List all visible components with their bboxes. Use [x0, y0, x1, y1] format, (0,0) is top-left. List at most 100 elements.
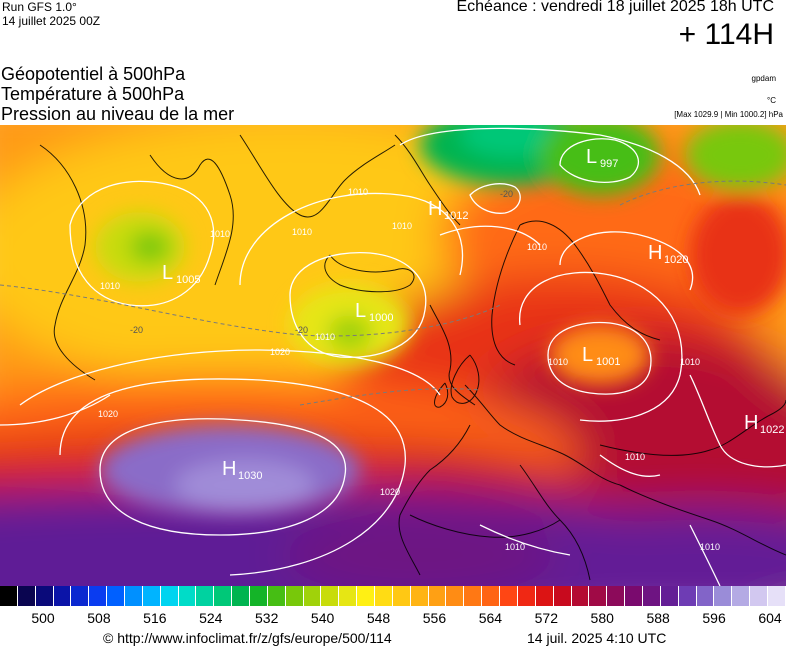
- isobar-label: 1010: [625, 452, 645, 462]
- colorbar-swatch: [571, 586, 590, 606]
- colorbar-label: 540: [310, 610, 335, 626]
- isobar-label: 1020: [98, 409, 118, 419]
- colorbar-swatch: [750, 586, 768, 606]
- colorbar-label: 524: [199, 610, 223, 626]
- colorbar-swatch: [553, 586, 572, 606]
- colorbar-swatch: [0, 586, 18, 606]
- colorbar-swatch: [625, 586, 643, 606]
- temperature-label: -20: [130, 325, 143, 335]
- low-center: L 1005: [162, 262, 200, 286]
- colorbar-swatch: [464, 586, 483, 606]
- colorbar-swatch: [535, 586, 554, 606]
- colorbar-swatch: [160, 586, 179, 606]
- variable-pressure: Pression au niveau de la mer: [1, 104, 235, 124]
- colorbar-swatch: [607, 586, 626, 606]
- svg-text:1020: 1020: [664, 254, 688, 266]
- forecast-time: Echéance : vendredi 18 juillet 2025 18h …: [456, 0, 774, 15]
- run-date: 14 juillet 2025 00Z: [2, 14, 101, 28]
- colorbar-label: 516: [143, 610, 167, 626]
- colorbar-swatch: [17, 586, 36, 606]
- isobar-label: 1010: [392, 221, 412, 231]
- colorbar-swatch: [714, 586, 733, 606]
- forecast-offset: + 114H: [678, 18, 774, 51]
- colorbar-swatch: [214, 586, 233, 606]
- colorbar-label: 604: [758, 610, 782, 626]
- colorbar-label: 548: [366, 610, 391, 626]
- svg-text:H: H: [744, 412, 758, 434]
- colorbar-swatch: [125, 586, 143, 606]
- colorbar-label: 588: [646, 610, 670, 626]
- colorbar-swatch: [642, 586, 661, 606]
- colorbar-swatch: [232, 586, 251, 606]
- colorbar-swatch: [446, 586, 465, 606]
- high-center: H 1022: [744, 412, 784, 436]
- isobars: [0, 127, 786, 586]
- isobar-label: 1010: [548, 357, 568, 367]
- temperature-lines: [0, 180, 786, 406]
- low-center: L 1000: [355, 300, 393, 324]
- temperature-label: -20: [500, 189, 513, 199]
- low-center: L 1001: [582, 344, 620, 368]
- isobar-labels: 1010 1010 1010 1010 1010 1010 1010 1010 …: [98, 187, 720, 552]
- colorbar-swatch: [767, 586, 786, 606]
- colorbar-swatch: [696, 586, 715, 606]
- colorbar-swatch: [517, 586, 536, 606]
- isobar-label: 1010: [700, 542, 720, 552]
- colorbar-swatch: [196, 586, 215, 606]
- colorbar-label: 572: [534, 610, 558, 626]
- colorbar-swatch: [89, 586, 108, 606]
- unit-temperature: °C: [767, 96, 776, 105]
- coastlines: [39, 134, 786, 581]
- svg-text:L: L: [162, 262, 173, 284]
- colorbar-swatch: [392, 586, 411, 606]
- colorbar-label: 564: [478, 610, 503, 626]
- colorbar-swatch: [500, 586, 518, 606]
- footer-url: © http://www.infoclimat.fr/z/gfs/europe/…: [103, 630, 392, 646]
- variable-temperature: Température à 500hPa: [1, 84, 185, 104]
- colorbar-swatch: [303, 586, 322, 606]
- footer-date: 14 juil. 2025 4:10 UTC: [527, 630, 667, 646]
- geopotential-detail: [95, 125, 786, 515]
- svg-text:H: H: [222, 458, 236, 480]
- colorbar-swatch: [250, 586, 268, 606]
- svg-text:H: H: [648, 242, 662, 264]
- colorbar-swatch: [53, 586, 72, 606]
- colorbar-label: 580: [590, 610, 614, 626]
- svg-text:1012: 1012: [444, 210, 468, 222]
- svg-text:1022: 1022: [760, 424, 784, 436]
- svg-text:L: L: [355, 300, 366, 322]
- isobar-label: 1010: [680, 357, 700, 367]
- colorbar-swatch: [107, 586, 126, 606]
- temperature-labels: -20 -20 -20: [130, 189, 513, 335]
- colorbar-swatch: [410, 586, 429, 606]
- isobar-label: 1010: [527, 242, 547, 252]
- svg-text:1001: 1001: [596, 356, 620, 368]
- colorbar-swatch: [357, 586, 376, 606]
- isobar-label: 1020: [380, 487, 400, 497]
- colorbar-label: 596: [702, 610, 726, 626]
- colorbar: [0, 586, 786, 606]
- isobar-label: 1020: [270, 347, 290, 357]
- high-center: H 1012: [428, 198, 468, 222]
- svg-text:H: H: [428, 198, 442, 220]
- colorbar-swatch: [482, 586, 501, 606]
- svg-text:L: L: [582, 344, 593, 366]
- colorbar-swatch: [428, 586, 447, 606]
- isobar-label: 1010: [348, 187, 368, 197]
- colorbar-swatch: [732, 586, 751, 606]
- run-title: Run GFS 1.0°: [2, 0, 77, 14]
- svg-text:1005: 1005: [176, 274, 200, 286]
- colorbar-swatch: [35, 586, 54, 606]
- isobar-label: 1010: [210, 229, 230, 239]
- colorbar-swatch: [678, 586, 697, 606]
- svg-text:L: L: [586, 146, 597, 168]
- colorbar-swatch: [375, 586, 393, 606]
- isobar-label: 1010: [292, 227, 312, 237]
- colorbar-swatch: [71, 586, 90, 606]
- colorbar-swatch: [267, 586, 286, 606]
- isobar-label: 1010: [505, 542, 525, 552]
- map-svg: H 1030 H 1012 H 1020 H 1022 L 1005 L 1000 L 100…: [0, 125, 786, 586]
- temperature-label: -20: [295, 325, 308, 335]
- isobar-label: 1010: [100, 281, 120, 291]
- svg-text:997: 997: [600, 158, 618, 170]
